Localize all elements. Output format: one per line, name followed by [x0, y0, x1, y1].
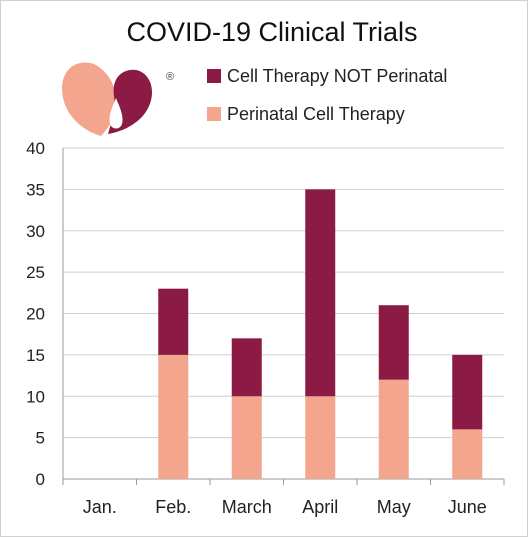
logo-inner-drop [109, 98, 123, 129]
bars [158, 189, 483, 479]
y-tick-label: 10 [26, 387, 45, 406]
bar-segment [378, 379, 409, 479]
x-axis-categories: Jan. Feb. March April May June [83, 497, 487, 517]
bar-segment [158, 288, 189, 355]
bar-segment [305, 189, 336, 397]
y-tick-label: 30 [26, 222, 45, 241]
bar-segment [231, 338, 262, 397]
legend-swatch [207, 69, 221, 83]
bar-segment [452, 429, 483, 479]
logo-left-lobe [62, 62, 117, 136]
y-tick-label: 15 [26, 346, 45, 365]
y-axis-ticks: 0 5 10 15 20 25 30 35 40 [26, 139, 45, 489]
x-category-label: Feb. [155, 497, 191, 517]
y-tick-label: 20 [26, 305, 45, 324]
gridlines [63, 147, 504, 439]
legend-label: Perinatal Cell Therapy [227, 104, 405, 124]
legend-label: Cell Therapy NOT Perinatal [227, 66, 447, 86]
chart-title: COVID-19 Clinical Trials [126, 17, 417, 47]
legend: Cell Therapy NOT Perinatal Perinatal Cell… [207, 66, 447, 124]
bar-segment [158, 354, 189, 479]
x-category-label: June [448, 497, 487, 517]
bar-segment [378, 305, 409, 380]
bar-segment [452, 354, 483, 430]
bar-segment [305, 396, 336, 479]
y-tick-label: 35 [26, 180, 45, 199]
y-tick-label: 25 [26, 263, 45, 282]
bar-segment [231, 396, 262, 479]
x-category-label: May [377, 497, 411, 517]
y-tick-label: 40 [26, 139, 45, 158]
y-tick-label: 0 [36, 470, 45, 489]
registered-mark: ® [166, 71, 174, 83]
x-category-label: March [222, 497, 272, 517]
x-category-label: Jan. [83, 497, 117, 517]
y-tick-label: 5 [36, 429, 45, 448]
legend-swatch [207, 107, 221, 121]
heart-logo: ® [62, 62, 174, 136]
x-category-label: April [302, 497, 338, 517]
axes [62, 148, 505, 485]
